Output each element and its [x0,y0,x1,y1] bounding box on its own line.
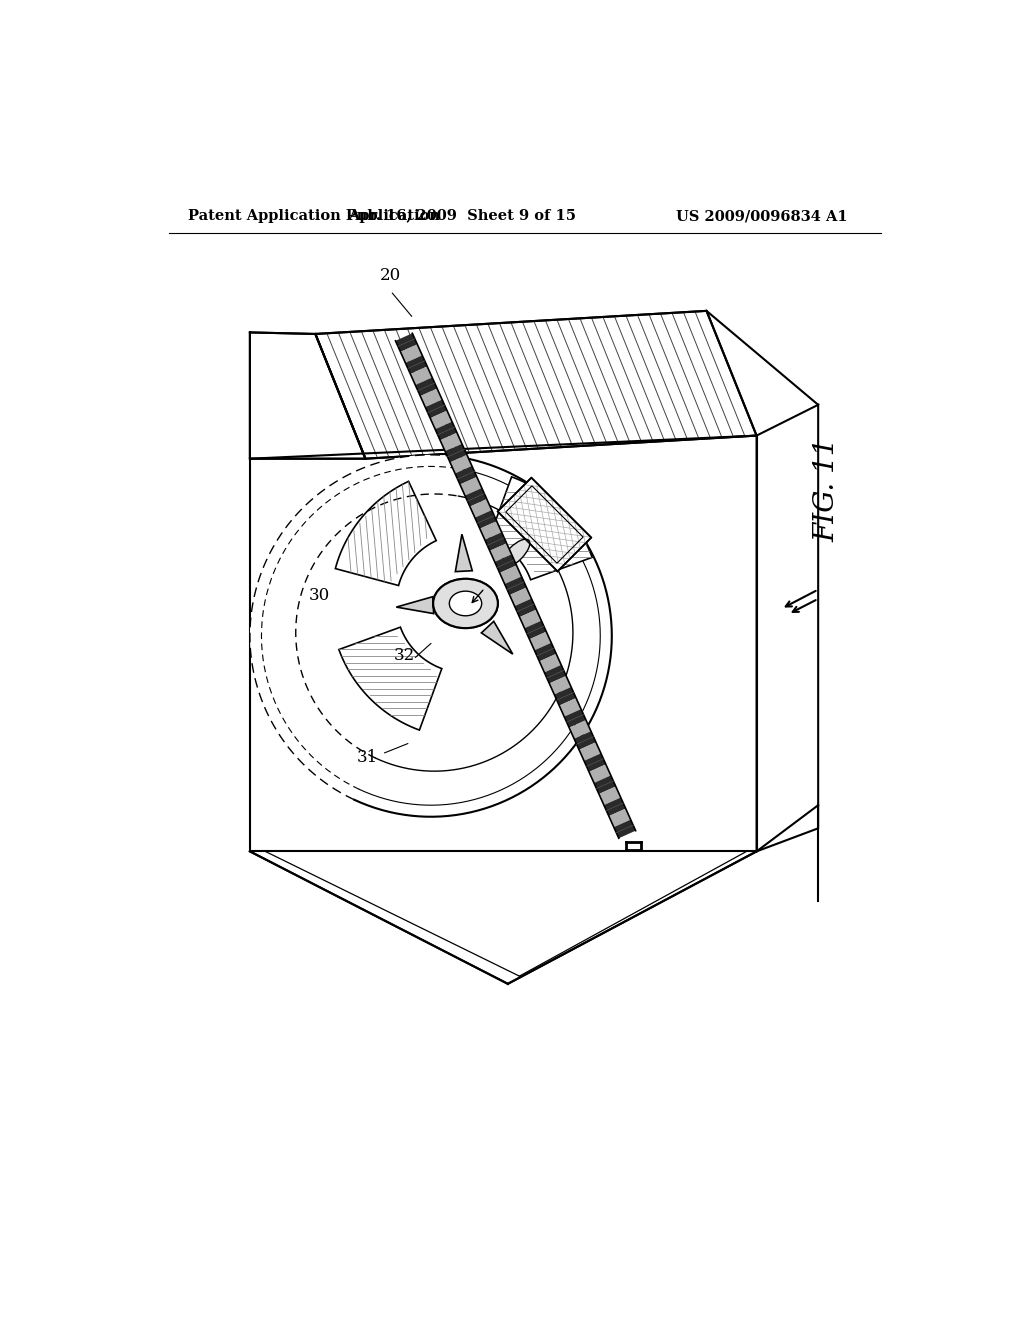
Polygon shape [510,587,531,606]
Text: US 2009/0096834 A1: US 2009/0096834 A1 [676,209,848,223]
Polygon shape [505,577,526,595]
Polygon shape [416,378,437,396]
Polygon shape [455,466,477,484]
Polygon shape [435,421,457,441]
Polygon shape [411,367,432,385]
Polygon shape [475,510,497,529]
Polygon shape [529,632,551,651]
Polygon shape [396,597,433,614]
Polygon shape [489,477,592,579]
Polygon shape [440,433,462,451]
Polygon shape [580,742,601,760]
Polygon shape [535,643,556,661]
Ellipse shape [433,578,498,628]
Text: Apr. 16, 2009  Sheet 9 of 15: Apr. 16, 2009 Sheet 9 of 15 [348,209,575,223]
Polygon shape [470,499,492,517]
Polygon shape [613,820,636,838]
Polygon shape [335,482,436,586]
Circle shape [250,455,611,817]
Text: Patent Application Publication: Patent Application Publication [188,209,440,223]
Polygon shape [489,544,512,562]
Polygon shape [574,731,596,750]
Polygon shape [564,709,586,727]
Polygon shape [484,532,507,550]
Polygon shape [425,400,447,418]
Polygon shape [445,444,467,462]
Polygon shape [498,478,591,572]
Polygon shape [420,388,442,407]
Polygon shape [480,521,502,540]
Polygon shape [559,698,581,717]
Text: 31: 31 [357,748,378,766]
Polygon shape [430,411,452,429]
Polygon shape [400,345,422,363]
Polygon shape [250,436,757,851]
Ellipse shape [433,578,498,628]
Polygon shape [456,535,472,572]
Polygon shape [339,627,441,730]
Polygon shape [465,488,486,507]
Polygon shape [495,554,516,573]
Polygon shape [589,764,611,783]
Polygon shape [500,565,521,583]
Polygon shape [481,622,513,655]
Polygon shape [757,405,818,851]
Ellipse shape [502,539,529,568]
Polygon shape [451,455,472,474]
Text: 30: 30 [308,587,330,605]
Polygon shape [609,809,631,828]
Polygon shape [549,676,571,694]
Polygon shape [554,686,577,706]
Polygon shape [460,477,482,495]
Polygon shape [545,665,566,684]
Polygon shape [599,787,621,805]
Polygon shape [604,797,626,816]
Polygon shape [315,312,757,459]
Polygon shape [594,775,615,795]
Text: FIG. 11: FIG. 11 [814,437,841,541]
Text: 32: 32 [393,647,415,664]
Polygon shape [540,653,561,672]
Ellipse shape [450,591,481,615]
Text: 20: 20 [380,267,401,284]
Polygon shape [569,721,591,739]
Ellipse shape [450,591,481,615]
Polygon shape [584,754,606,772]
Polygon shape [515,598,537,618]
Polygon shape [524,620,547,639]
Polygon shape [519,610,542,628]
Polygon shape [250,333,366,459]
Polygon shape [406,355,427,374]
Polygon shape [395,333,418,352]
